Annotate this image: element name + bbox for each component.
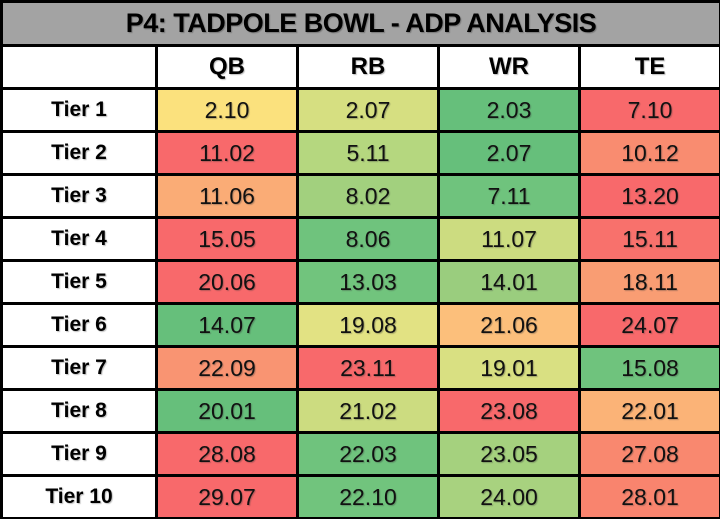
table-row: Tier 9 28.08 22.03 23.05 27.08 <box>0 431 720 477</box>
cell-tier-9-rb[interactable]: 22.03 <box>296 431 440 477</box>
cell-tier-2-rb[interactable]: 5.11 <box>296 130 440 176</box>
cell-tier-9-wr[interactable]: 23.05 <box>437 431 581 477</box>
cell-tier-10-rb[interactable]: 22.10 <box>296 474 440 519</box>
cell-tier-8-wr[interactable]: 23.08 <box>437 388 581 434</box>
cell-tier-1-te[interactable]: 7.10 <box>577 87 720 133</box>
cell-tier-1-rb[interactable]: 2.07 <box>296 87 440 133</box>
cell-tier-5-wr[interactable]: 14.01 <box>437 259 581 305</box>
cell-tier-5-rb[interactable]: 13.03 <box>296 259 440 305</box>
cell-tier-2-qb[interactable]: 11.02 <box>155 130 299 176</box>
cell-tier-3-rb[interactable]: 8.02 <box>296 173 440 219</box>
row-label-tier-7[interactable]: Tier 7 <box>0 345 158 391</box>
column-header-wr[interactable]: WR <box>437 44 581 90</box>
corner-cell[interactable] <box>0 44 158 90</box>
cell-tier-6-qb[interactable]: 14.07 <box>155 302 299 348</box>
cell-tier-5-qb[interactable]: 20.06 <box>155 259 299 305</box>
cell-tier-9-qb[interactable]: 28.08 <box>155 431 299 477</box>
table-row: Tier 4 15.05 8.06 11.07 15.11 <box>0 216 720 262</box>
row-label-tier-2[interactable]: Tier 2 <box>0 130 158 176</box>
cell-tier-7-rb[interactable]: 23.11 <box>296 345 440 391</box>
row-label-tier-10[interactable]: Tier 10 <box>0 474 158 519</box>
cell-tier-6-rb[interactable]: 19.08 <box>296 302 440 348</box>
cell-tier-10-te[interactable]: 28.01 <box>577 474 720 519</box>
cell-tier-7-wr[interactable]: 19.01 <box>437 345 581 391</box>
cell-tier-3-qb[interactable]: 11.06 <box>155 173 299 219</box>
cell-tier-5-te[interactable]: 18.11 <box>577 259 720 305</box>
cell-tier-8-te[interactable]: 22.01 <box>577 388 720 434</box>
cell-tier-7-te[interactable]: 15.08 <box>577 345 720 391</box>
cell-tier-10-qb[interactable]: 29.07 <box>155 474 299 519</box>
column-header-rb[interactable]: RB <box>296 44 440 90</box>
column-header-te[interactable]: TE <box>577 44 720 90</box>
row-label-tier-3[interactable]: Tier 3 <box>0 173 158 219</box>
table-title: P4: TADPOLE BOWL - ADP ANALYSIS <box>0 0 720 47</box>
table-row: Tier 2 11.02 5.11 2.07 10.12 <box>0 130 720 176</box>
row-label-tier-1[interactable]: Tier 1 <box>0 87 158 133</box>
cell-tier-4-qb[interactable]: 15.05 <box>155 216 299 262</box>
table-row: Tier 1 2.10 2.07 2.03 7.10 <box>0 87 720 133</box>
row-label-tier-9[interactable]: Tier 9 <box>0 431 158 477</box>
cell-tier-4-wr[interactable]: 11.07 <box>437 216 581 262</box>
row-label-tier-4[interactable]: Tier 4 <box>0 216 158 262</box>
table-row: Tier 5 20.06 13.03 14.01 18.11 <box>0 259 720 305</box>
cell-tier-4-rb[interactable]: 8.06 <box>296 216 440 262</box>
table-row: Tier 8 20.01 21.02 23.08 22.01 <box>0 388 720 434</box>
cell-tier-3-te[interactable]: 13.20 <box>577 173 720 219</box>
cell-tier-7-qb[interactable]: 22.09 <box>155 345 299 391</box>
table-row: Tier 10 29.07 22.10 24.00 28.01 <box>0 474 720 519</box>
row-label-tier-8[interactable]: Tier 8 <box>0 388 158 434</box>
cell-tier-2-te[interactable]: 10.12 <box>577 130 720 176</box>
cell-tier-8-qb[interactable]: 20.01 <box>155 388 299 434</box>
cell-tier-9-te[interactable]: 27.08 <box>577 431 720 477</box>
cell-tier-3-wr[interactable]: 7.11 <box>437 173 581 219</box>
cell-tier-4-te[interactable]: 15.11 <box>577 216 720 262</box>
cell-tier-8-rb[interactable]: 21.02 <box>296 388 440 434</box>
cell-tier-6-te[interactable]: 24.07 <box>577 302 720 348</box>
cell-tier-1-qb[interactable]: 2.10 <box>155 87 299 133</box>
cell-tier-10-wr[interactable]: 24.00 <box>437 474 581 519</box>
cell-tier-1-wr[interactable]: 2.03 <box>437 87 581 133</box>
cell-tier-6-wr[interactable]: 21.06 <box>437 302 581 348</box>
row-label-tier-5[interactable]: Tier 5 <box>0 259 158 305</box>
table-row: Tier 6 14.07 19.08 21.06 24.07 <box>0 302 720 348</box>
table-row: Tier 7 22.09 23.11 19.01 15.08 <box>0 345 720 391</box>
column-header-qb[interactable]: QB <box>155 44 299 90</box>
table-row: Tier 3 11.06 8.02 7.11 13.20 <box>0 173 720 219</box>
cell-tier-2-wr[interactable]: 2.07 <box>437 130 581 176</box>
row-label-tier-6[interactable]: Tier 6 <box>0 302 158 348</box>
